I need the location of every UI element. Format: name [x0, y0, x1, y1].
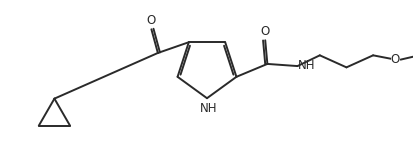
- Text: NH: NH: [199, 102, 217, 115]
- Text: O: O: [260, 25, 269, 38]
- Text: NH: NH: [298, 59, 315, 72]
- Text: O: O: [147, 14, 156, 27]
- Text: O: O: [390, 53, 399, 66]
